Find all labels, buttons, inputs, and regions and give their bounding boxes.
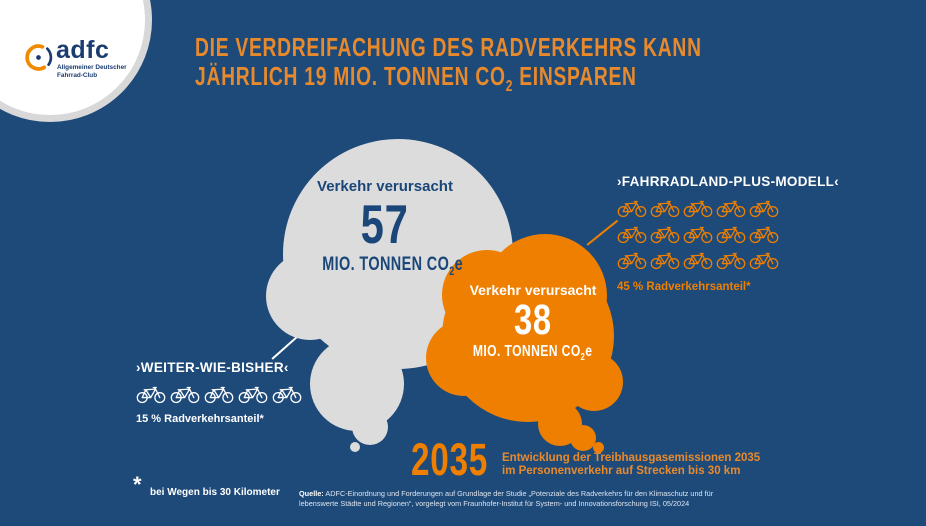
bicycle-icon — [136, 386, 166, 404]
bicycle-icon — [683, 252, 713, 270]
timeline-description-line2: im Personenverkehr auf Strecken bis 30 k… — [502, 464, 741, 477]
source-text: ADFC-Einordnung und Forderungen auf Grun… — [299, 489, 714, 508]
bicycle-icon — [683, 200, 713, 218]
bicycle-icon — [650, 226, 680, 244]
connector-line-fahrradland — [586, 219, 618, 246]
bicycle-icon — [749, 200, 779, 218]
bubble-current-unit: MIO. TONNEN CO2e — [322, 254, 464, 278]
bubble-future-unit: MIO. TONNEN CO2e — [473, 343, 593, 364]
bubble-future-label: Verkehr verursacht — [469, 282, 597, 298]
bike-icon-row-weiter — [136, 384, 336, 404]
bubble-shape-circle — [426, 320, 502, 396]
logo-subtitle-line2: Fahrrad-Club — [57, 72, 98, 79]
bicycle-icon — [716, 252, 746, 270]
logo-wordmark: adfc — [56, 36, 110, 64]
footnote-text: bei Wegen bis 30 Kilometer — [150, 487, 280, 498]
timeline-year: 2035 — [411, 434, 489, 485]
logo-subtitle-line1: Allgemeiner Deutscher — [57, 64, 127, 71]
scenario-weiter-share-label: 15 % Radverkehrsanteil* — [136, 413, 264, 425]
bubble-trail-dot — [593, 442, 604, 453]
bicycle-icon — [272, 386, 302, 404]
bubble-shape-circle — [565, 353, 623, 411]
scenario-fahrradland-heading: ›FAHRRADLAND-PLUS-MODELL‹ — [617, 174, 839, 189]
bubble-current-text: Verkehr verursacht 57 MIO. TONNEN CO2e — [300, 178, 470, 278]
scenario-fahrradland-share-label: 45 % Radverkehrsanteil* — [617, 281, 751, 293]
bubble-shape-circle — [570, 425, 596, 451]
source-line: Quelle: ADFC-Einordnung und Forderungen … — [299, 489, 737, 508]
scenario-weiter-heading: ›WEITER-WIE-BISHER‹ — [136, 360, 289, 375]
bicycle-icon — [716, 200, 746, 218]
bicycle-icon — [650, 252, 680, 270]
bubble-current-value: 57 — [360, 193, 410, 255]
bicycle-icon — [617, 200, 647, 218]
bubble-current-label: Verkehr verursacht — [317, 178, 453, 195]
bicycle-icon — [238, 386, 268, 404]
bicycle-icon — [617, 252, 647, 270]
bike-icon-grid-fahrradland — [617, 198, 832, 270]
bubble-future-text: Verkehr verursacht 38 MIO. TONNEN CO2e — [448, 282, 618, 363]
bubble-shape-circle — [352, 409, 388, 445]
scenario-fahrradland-plus: ›FAHRRADLAND-PLUS-MODELL‹ — [617, 174, 839, 293]
footnote-asterisk: * — [133, 472, 142, 497]
adfc-wheel-icon — [25, 44, 53, 71]
timeline-description: Entwicklung der Treibhausgasemissionen 2… — [502, 452, 760, 477]
bubble-future-value: 38 — [514, 296, 552, 344]
page-title-line1: DIE VERDREIFACHUNG DES RADVERKEHRS KANN — [195, 32, 702, 62]
bicycle-icon — [170, 386, 200, 404]
page-title-line2: JÄHRLICH 19 MIO. TONNEN CO2 EINSPAREN — [195, 61, 637, 96]
bicycle-icon — [650, 200, 680, 218]
timeline-description-line1: Entwicklung der Treibhausgasemissionen 2… — [502, 452, 761, 464]
source-label: Quelle: — [299, 489, 324, 498]
bicycle-icon — [716, 226, 746, 244]
bicycle-icon — [749, 226, 779, 244]
bicycle-icon — [683, 226, 713, 244]
scenario-weiter-wie-bisher: ›WEITER-WIE-BISHER‹ — [136, 360, 336, 425]
bicycle-icon — [617, 226, 647, 244]
bubble-trail-dot — [350, 442, 360, 452]
bubble-shape-circle — [266, 252, 354, 340]
bicycle-icon — [204, 386, 234, 404]
bicycle-icon — [749, 252, 779, 270]
page-title: DIE VERDREIFACHUNG DES RADVERKEHRS KANN … — [195, 33, 880, 101]
